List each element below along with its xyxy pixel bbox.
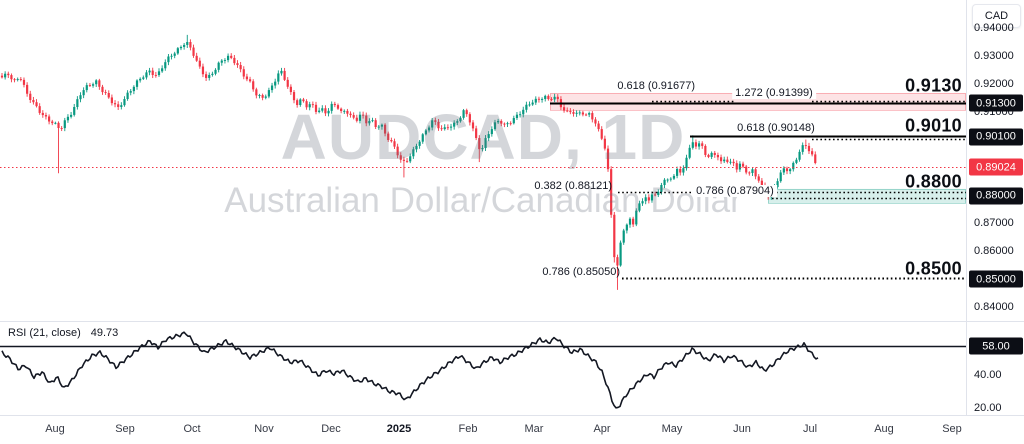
price-tick-label: 0.94000 xyxy=(974,22,1014,35)
rsi-legend[interactable]: RSI (21, close) 49.73 xyxy=(8,327,118,339)
last-price-badge: 0.89024 xyxy=(969,158,1023,176)
month-label: Oct xyxy=(183,423,201,435)
month-label: Mar xyxy=(524,423,544,435)
month-label: Sep xyxy=(942,423,962,435)
rsi-tick-label: 20.00 xyxy=(974,402,1002,415)
rsi-tick-label: 40.00 xyxy=(974,369,1002,382)
month-label: Jul xyxy=(802,423,818,435)
month-label: May xyxy=(661,423,683,435)
price-level-badge: 0.88000 xyxy=(969,187,1023,205)
currency-toggle-button[interactable]: CAD xyxy=(972,4,1021,28)
month-label: Sep xyxy=(115,423,135,435)
price-chart-canvas[interactable] xyxy=(0,0,966,444)
month-label: 2025 xyxy=(386,423,412,435)
price-tick-label: 0.93000 xyxy=(974,50,1014,63)
price-tick-label: 0.84000 xyxy=(974,301,1014,314)
price-axis[interactable]: CAD 0.940000.930000.920000.910000.870000… xyxy=(966,0,1024,415)
month-label: Nov xyxy=(254,423,274,435)
time-axis[interactable]: Aug Sep Oct Nov Dec 2025 Feb Mar Apr May Jun Jul Aug… xyxy=(0,415,1024,444)
month-label: Feb xyxy=(458,423,478,435)
price-level-badge: 0.85000 xyxy=(969,270,1023,288)
month-label: Apr xyxy=(593,423,611,435)
price-level-badge: 0.90100 xyxy=(969,128,1023,146)
month-label: Aug xyxy=(45,423,65,435)
rsi-legend-value: 49.73 xyxy=(90,327,119,339)
price-tick-label: 0.86000 xyxy=(974,245,1014,258)
month-label: Dec xyxy=(321,423,341,435)
pane-divider[interactable] xyxy=(0,321,1024,322)
rsi-level-badge: 58.00 xyxy=(969,337,1023,355)
month-label: Aug xyxy=(874,423,894,435)
price-tick-label: 0.92000 xyxy=(974,77,1014,90)
rsi-legend-label[interactable]: RSI (21, close) xyxy=(8,327,81,339)
month-label: Jun xyxy=(733,423,751,435)
price-tick-label: 0.87000 xyxy=(974,217,1014,230)
price-level-badge: 0.91300 xyxy=(969,94,1023,112)
